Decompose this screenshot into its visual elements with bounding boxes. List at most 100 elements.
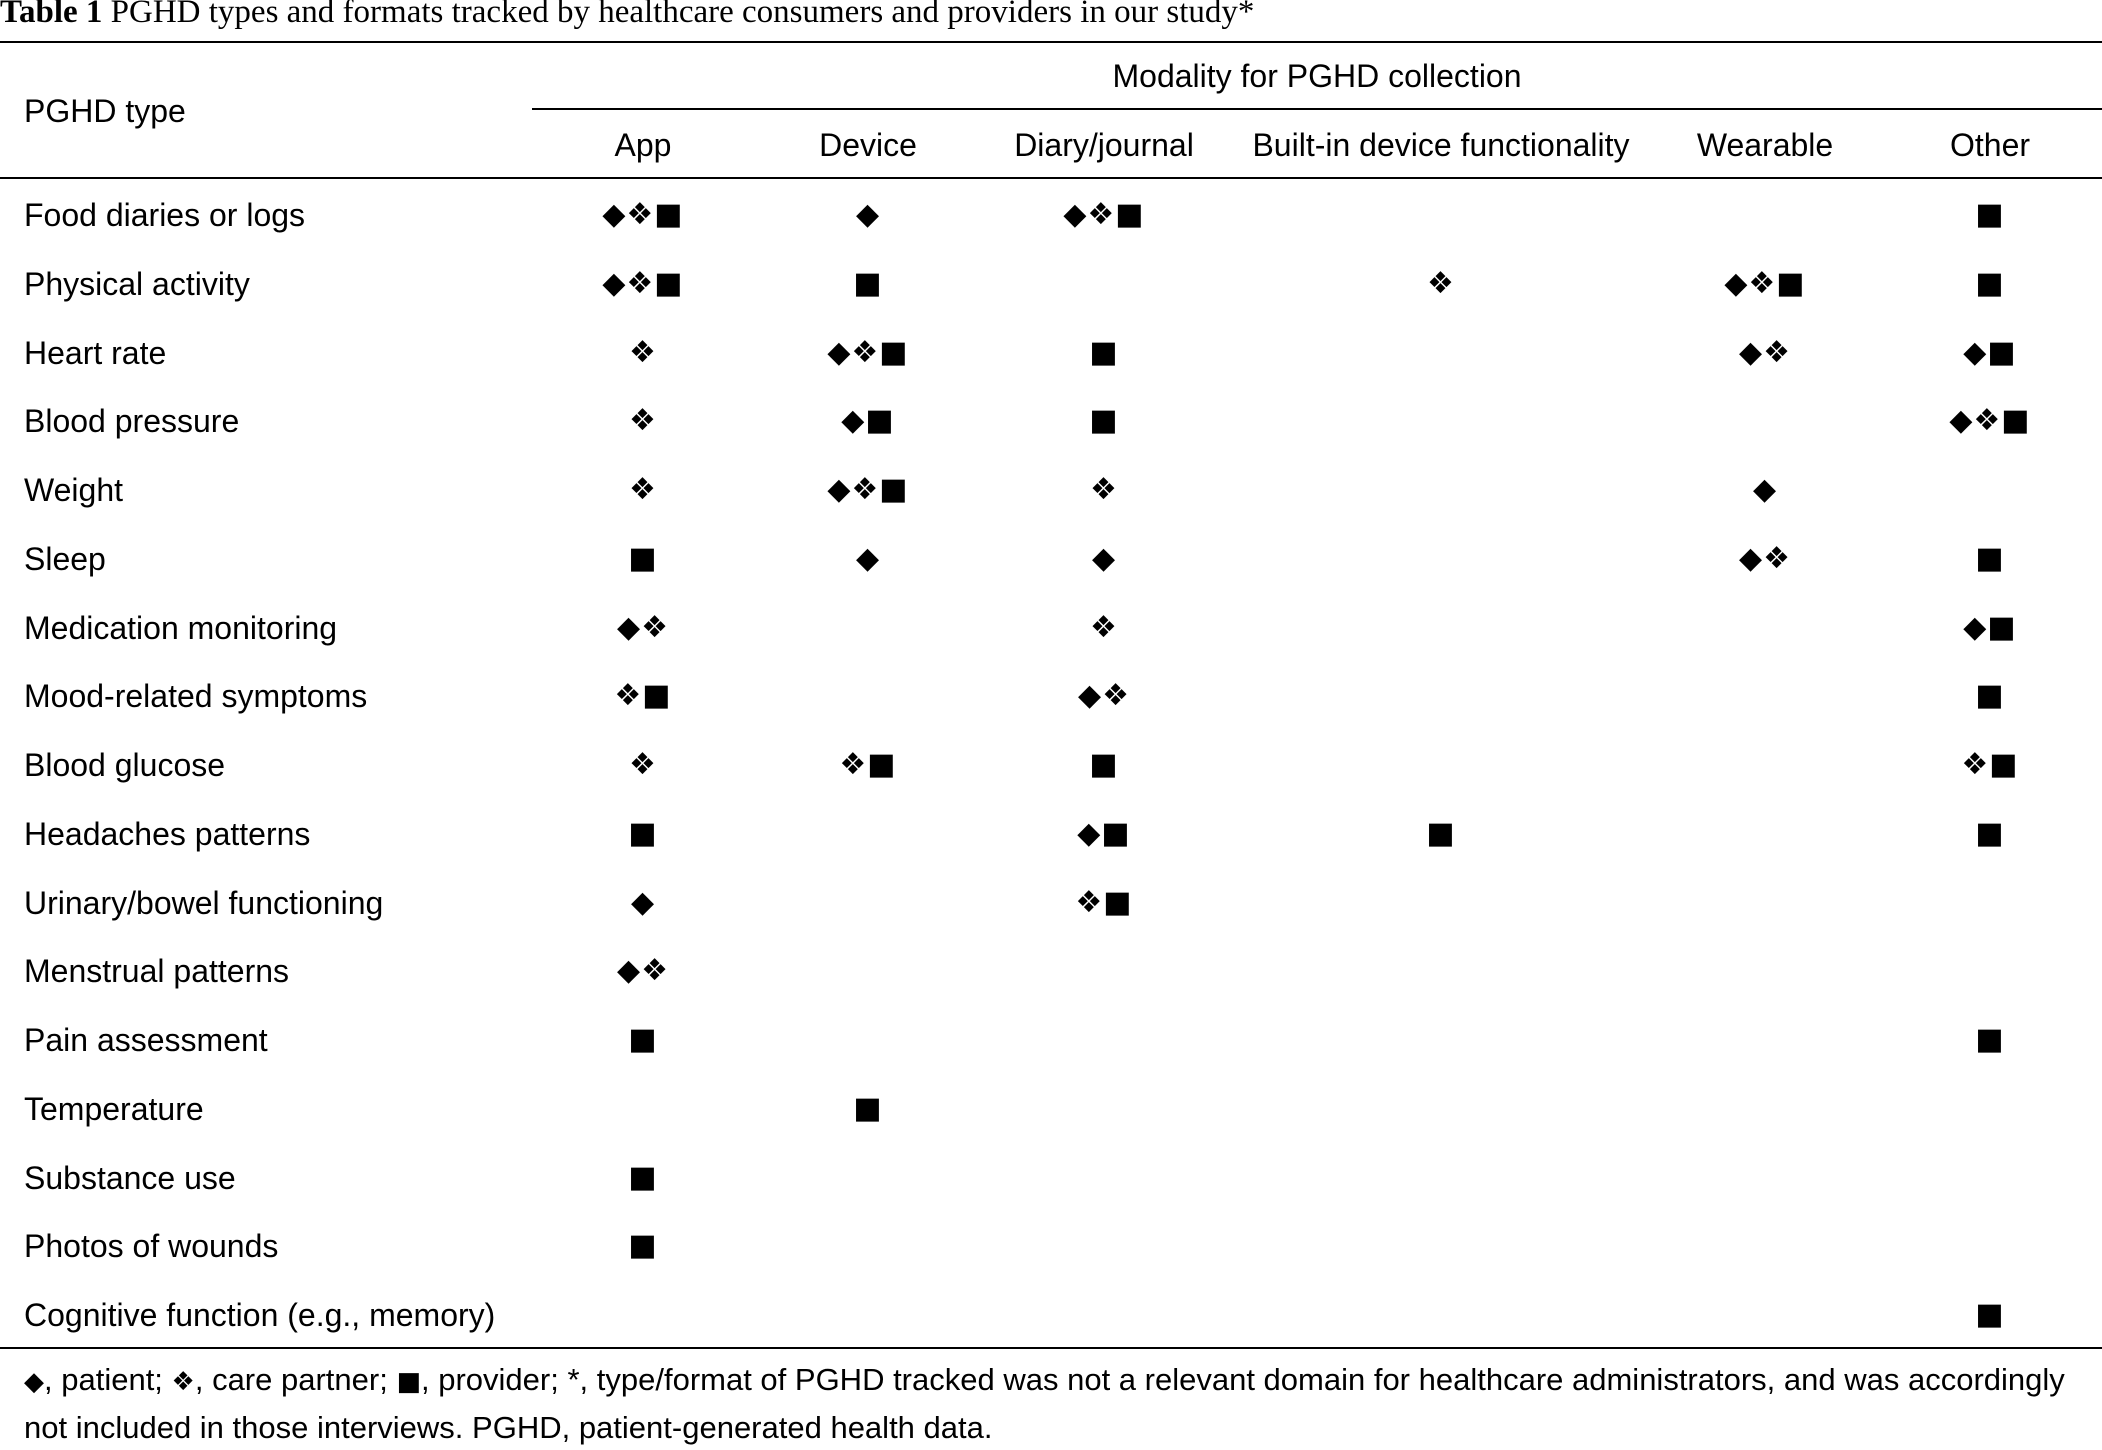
table-cell: ◆❖■ <box>602 265 684 301</box>
row-label: Cognitive function (e.g., memory) <box>24 1297 496 1333</box>
row-label: Blood pressure <box>24 403 240 440</box>
table-cell: ■ <box>1975 1022 2005 1057</box>
table-cell: ◆❖ <box>1739 540 1791 576</box>
table-cell: ❖ <box>629 334 657 370</box>
table-caption-label: Table 1 <box>0 0 103 30</box>
modality-header: Modality for PGHD collection <box>1112 58 1522 94</box>
table-cell: ■ <box>1975 197 2005 232</box>
table-cell: ■ <box>1089 747 1119 782</box>
table-cell: ◆❖ <box>1739 334 1791 370</box>
table-cell: ■ <box>628 815 658 851</box>
table-cell: ◆ <box>855 197 881 232</box>
table-cell: ❖ <box>629 403 657 439</box>
table-cell: ❖ <box>629 747 657 782</box>
table-row: Medication monitoring ◆❖ ❖ ◆■ <box>0 609 2102 678</box>
footnote-text-3: , provider; *, type/format of PGHD track… <box>24 1362 2065 1445</box>
table-cell: ■ <box>1089 403 1119 439</box>
table-cell: ◆❖■ <box>1724 265 1806 301</box>
table-cell: ◆ <box>630 884 656 920</box>
modality-rule <box>532 108 2102 110</box>
table-cell: ❖ <box>1090 472 1118 507</box>
table-cell: ■ <box>1089 334 1119 370</box>
table-cell: ■ <box>1975 815 2005 851</box>
column-header-other: Other <box>1949 127 2031 163</box>
provider-symbol: ■ <box>396 1367 422 1397</box>
table-row: Headaches patterns ■ ◆■ ■ ■ <box>0 815 2102 884</box>
table-row: Temperature ■ <box>0 1090 2102 1159</box>
table-row: Weight ❖ ◆❖■ ❖ ◆ <box>0 471 2102 540</box>
table-row: Menstrual patterns ◆❖ <box>0 952 2102 1021</box>
column-header-diary: Diary/journal <box>1014 127 1194 163</box>
table-cell: ■ <box>1426 815 1456 851</box>
footnote-text-1: , patient; <box>44 1362 172 1397</box>
row-label: Urinary/bowel functioning <box>24 884 384 921</box>
row-label: Blood glucose <box>24 747 226 783</box>
table-row: Photos of wounds ■ <box>0 1227 2102 1296</box>
top-rule <box>0 41 2102 43</box>
row-label: Physical activity <box>24 265 250 302</box>
table-cell: ◆❖■ <box>1949 403 2031 439</box>
table-cell: ■ <box>1975 678 2005 714</box>
column-header-wearable: Wearable <box>1696 127 1834 163</box>
table-cell: ❖ <box>1427 265 1455 301</box>
footnote-text-2: , care partner; <box>194 1362 397 1397</box>
table-row: Heart rate ❖ ◆❖■ ■ ◆❖ ◆■ <box>0 334 2102 403</box>
table-cell: ◆■ <box>1077 815 1131 851</box>
table-row: Physical activity ◆❖■ ■ ❖ ◆❖■ ■ <box>0 265 2102 334</box>
column-header-builtin: Built-in device functionality <box>1252 127 1630 163</box>
table-row: Sleep ■ ◆ ◆ ◆❖ ■ <box>0 540 2102 609</box>
table-cell: ◆❖ <box>617 953 669 989</box>
row-label: Substance use <box>24 1159 236 1196</box>
header-rule <box>0 177 2102 179</box>
table-footnote: ◆, patient; ❖, care partner; ■, provider… <box>24 1357 2084 1450</box>
table-cell: ■ <box>628 1228 658 1264</box>
table-caption-text: PGHD types and formats tracked by health… <box>110 0 1255 30</box>
row-label: Pain assessment <box>24 1022 268 1058</box>
row-label: Food diaries or logs <box>24 197 306 233</box>
table-row: Pain assessment ■ ■ <box>0 1021 2102 1090</box>
table-cell: ❖ <box>629 472 657 507</box>
row-label: Sleep <box>24 540 106 577</box>
table-row: Blood glucose ❖ ❖■ ■ ❖■ <box>0 746 2102 815</box>
row-label: Headaches patterns <box>24 815 311 852</box>
table-row: Food diaries or logs ◆❖■ ◆ ◆❖■ ■ <box>0 196 2102 265</box>
table-row: Cognitive function (e.g., memory) ■ <box>0 1296 2102 1365</box>
table-cell: ❖■ <box>614 678 672 714</box>
patient-symbol: ◆ <box>24 1367 44 1397</box>
table-cell: ■ <box>1975 265 2005 301</box>
table-caption: Table 1 PGHD types and formats tracked b… <box>0 0 1254 31</box>
table-cell: ◆❖ <box>1078 678 1130 714</box>
row-label: Photos of wounds <box>24 1228 279 1265</box>
row-label: Weight <box>24 472 124 508</box>
table-cell: ■ <box>853 1090 883 1126</box>
table-cell: ◆■ <box>1963 334 2017 370</box>
table-cell: ■ <box>1975 1297 2005 1332</box>
table-cell: ◆ <box>855 540 881 576</box>
table-cell: ■ <box>628 1022 658 1057</box>
table-cell: ◆ <box>1091 540 1117 576</box>
table-cell: ■ <box>628 540 658 576</box>
table-cell: ■ <box>1975 540 2005 576</box>
table-row: Substance use ■ <box>0 1159 2102 1228</box>
table-cell: ◆■ <box>841 403 895 439</box>
table-row: Mood-related symptoms ❖■ ◆❖ ■ <box>0 677 2102 746</box>
table-cell: ◆❖■ <box>827 472 909 507</box>
column-header-app: App <box>614 127 672 163</box>
table-cell: ◆❖■ <box>1063 197 1145 232</box>
table-row: Blood pressure ❖ ◆■ ■ ◆❖■ <box>0 402 2102 471</box>
care-partner-symbol: ❖ <box>171 1367 195 1397</box>
table-cell: ■ <box>628 1159 658 1195</box>
bottom-rule <box>0 1347 2102 1349</box>
row-label: Menstrual patterns <box>24 953 290 990</box>
pghd-type-header: PGHD type <box>24 93 186 129</box>
table-cell: ◆❖ <box>617 609 669 645</box>
table-cell: ◆ <box>1752 472 1778 507</box>
column-header-device: Device <box>819 127 917 163</box>
row-label: Medication monitoring <box>24 609 338 646</box>
table-cell: ■ <box>853 265 883 301</box>
table-cell: ◆❖■ <box>827 334 909 370</box>
row-label: Heart rate <box>24 334 167 371</box>
row-label: Mood-related symptoms <box>24 678 368 715</box>
table-cell: ◆■ <box>1963 609 2017 645</box>
table-row: Urinary/bowel functioning ◆ ❖■ <box>0 884 2102 953</box>
